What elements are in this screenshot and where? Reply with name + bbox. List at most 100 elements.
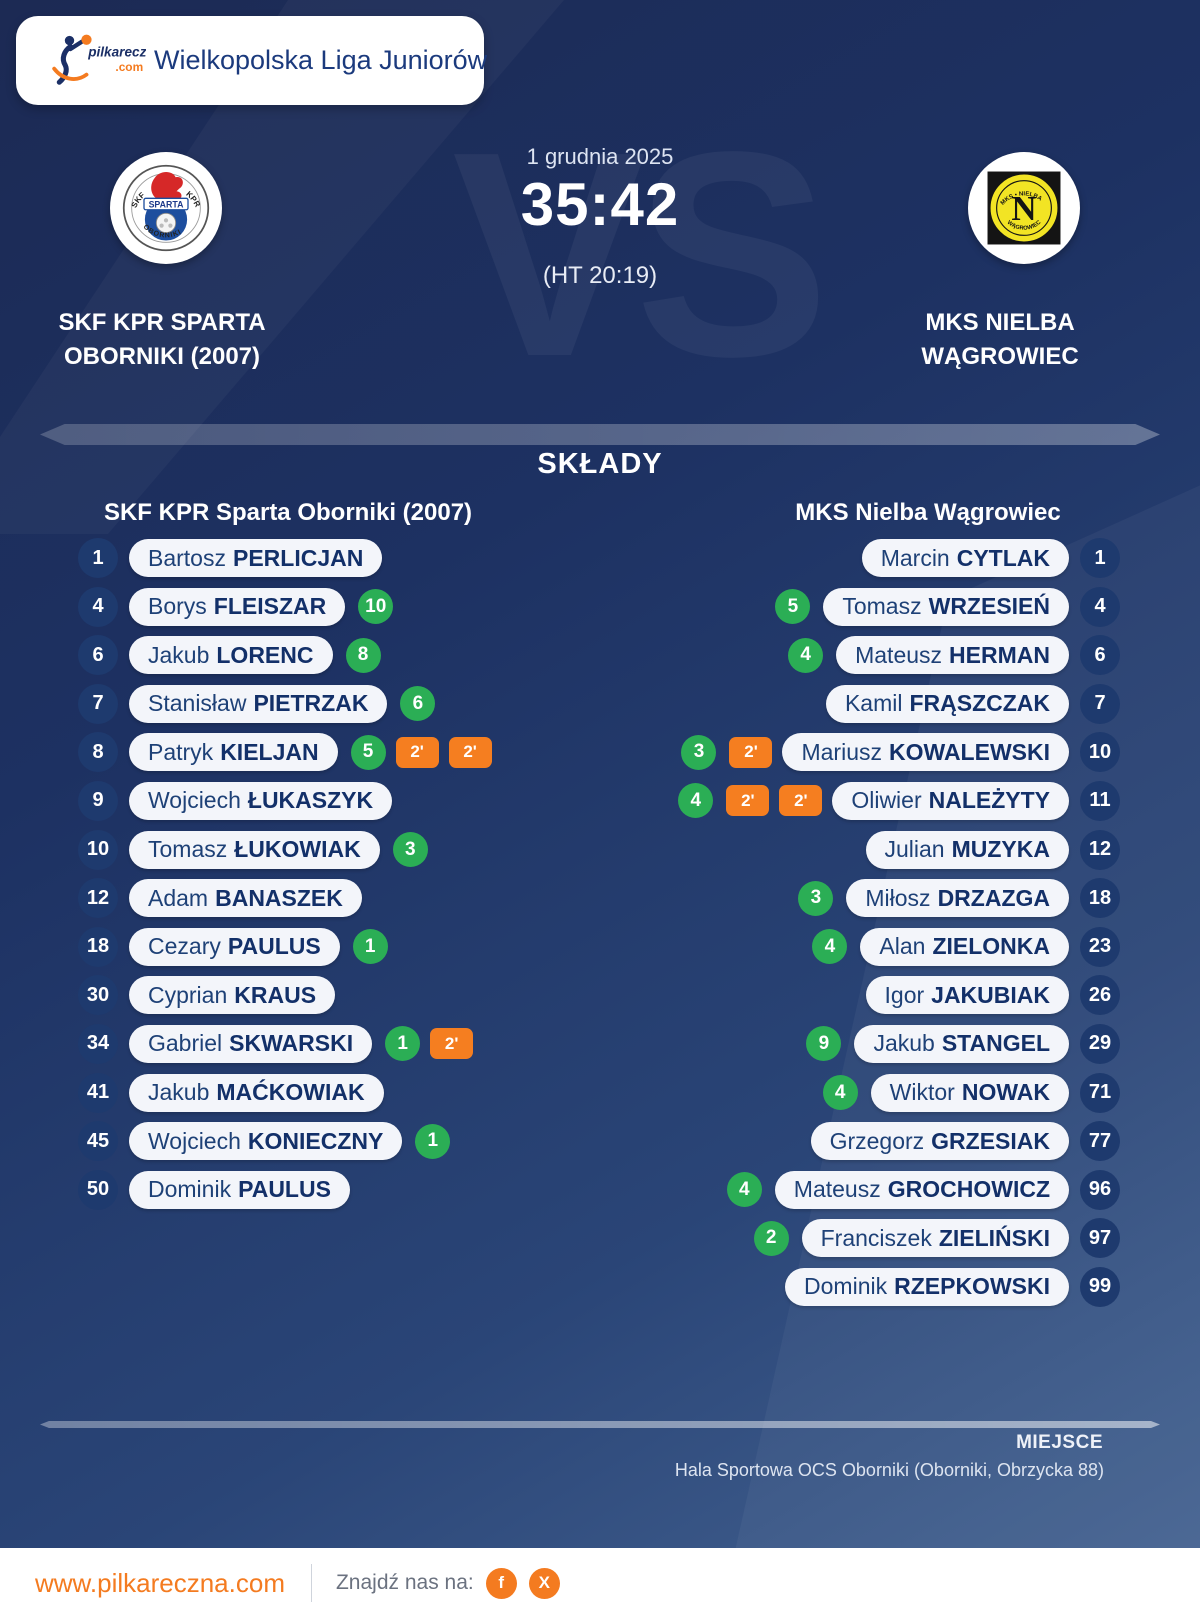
player-name-pill[interactable]: Jakub MAĆKOWIAK <box>129 1073 384 1112</box>
player-row: 45 Wojciech KONIECZNY 1 <box>78 1121 451 1162</box>
player-first-name: Alan <box>879 933 926 960</box>
player-name-pill[interactable]: Gabriel SKWARSKI <box>129 1024 373 1063</box>
player-row: Grzegorz GRZESIAK 77 <box>810 1121 1120 1162</box>
player-name-pill[interactable]: Alan ZIELONKA <box>860 927 1069 966</box>
goals-badge: 3 <box>798 880 834 916</box>
player-name-pill[interactable]: Mariusz KOWALEWSKI <box>782 733 1069 772</box>
player-name-pill[interactable]: Oliwier NALEŻYTY <box>832 781 1069 820</box>
player-name-pill[interactable]: Julian MUZYKA <box>865 830 1069 869</box>
player-first-name: Kamil <box>844 690 903 717</box>
goals-badge: 5 <box>350 734 386 770</box>
player-row: 30 Cyprian KRAUS <box>78 975 336 1016</box>
x-twitter-icon[interactable]: X <box>528 1567 560 1599</box>
player-name-pill[interactable]: Tomasz ŁUKOWIAK <box>129 830 380 869</box>
logo-name-text: pilkareczna <box>87 44 146 59</box>
player-name-pill[interactable]: Wojciech KONIECZNY <box>129 1122 403 1161</box>
player-last-name: HERMAN <box>949 641 1050 668</box>
lineups-section-title: SKŁADY <box>537 448 663 480</box>
player-last-name: FLEISZAR <box>213 593 327 620</box>
player-number: 23 <box>1080 926 1120 967</box>
footer-bar: www.pilkareczna.com Znajdź nas na: f X <box>0 1548 1200 1618</box>
player-number: 96 <box>1080 1169 1120 1210</box>
player-first-name: Tomasz <box>842 593 922 620</box>
player-row: Igor JAKUBIAK 26 <box>865 975 1120 1016</box>
player-row: 50 Dominik PAULUS <box>78 1169 350 1210</box>
goals-badge: 1 <box>415 1123 451 1159</box>
player-number: 7 <box>78 683 118 724</box>
goals-badge: 3 <box>392 832 428 868</box>
player-name-pill[interactable]: Dominik RZEPKOWSKI <box>785 1267 1069 1306</box>
player-name-pill[interactable]: Jakub STANGEL <box>854 1024 1069 1063</box>
player-name-pill[interactable]: Bartosz PERLICJAN <box>129 539 383 577</box>
player-first-name: Jakub <box>148 641 210 668</box>
player-name-pill[interactable]: Wiktor NOWAK <box>870 1073 1069 1112</box>
away-team-badge-icon: N MKS • NIELBA WĄGROWIEC <box>987 171 1061 245</box>
website-link[interactable]: www.pilkareczna.com <box>35 1567 285 1598</box>
player-name-pill[interactable]: Franciszek ZIELIŃSKI <box>801 1219 1069 1258</box>
player-row: 18 Cezary PAULUS 1 <box>78 926 388 967</box>
player-last-name: NALEŻYTY <box>928 787 1050 814</box>
suspension-badge: 2' <box>448 736 492 768</box>
match-halftime-score: (HT 20:19) <box>542 262 658 289</box>
player-number: 41 <box>78 1072 118 1113</box>
player-first-name: Dominik <box>804 1273 888 1300</box>
player-last-name: SKWARSKI <box>229 1030 354 1057</box>
player-last-name: ŁUKOWIAK <box>234 836 361 863</box>
player-number: 77 <box>1080 1121 1120 1162</box>
player-number: 45 <box>78 1121 118 1162</box>
player-row: 41 Jakub MAĆKOWIAK <box>78 1072 384 1113</box>
player-name-pill[interactable]: Marcin CYTLAK <box>861 539 1069 577</box>
player-first-name: Marcin <box>880 544 950 571</box>
player-row: 4 Mateusz GROCHOWICZ 96 <box>726 1169 1120 1210</box>
player-name-pill[interactable]: Borys FLEISZAR <box>129 587 346 626</box>
player-name-pill[interactable]: Kamil FRĄSZCZAK <box>825 684 1069 723</box>
player-number: 4 <box>78 586 118 627</box>
goals-badge: 5 <box>775 589 811 625</box>
player-number: 97 <box>1080 1218 1120 1259</box>
player-last-name: PAULUS <box>238 1176 331 1203</box>
player-number: 18 <box>78 926 118 967</box>
player-first-name: Mateusz <box>793 1176 881 1203</box>
player-first-name: Bartosz <box>148 544 226 571</box>
player-first-name: Grzegorz <box>829 1127 925 1154</box>
player-row: Marcin CYTLAK 1 <box>861 538 1120 578</box>
player-name-pill[interactable]: Wojciech ŁUKASZYK <box>129 781 393 820</box>
player-name-pill[interactable]: Cyprian KRAUS <box>129 976 336 1015</box>
player-last-name: ZIELONKA <box>932 933 1050 960</box>
player-name-pill[interactable]: Stanisław PIETRZAK <box>129 684 388 723</box>
player-name-pill[interactable]: Miłosz DRZAZGA <box>846 879 1069 918</box>
player-last-name: LORENC <box>216 641 314 668</box>
player-name-pill[interactable]: Cezary PAULUS <box>129 927 340 966</box>
logo-tld-text: .com <box>115 60 143 74</box>
player-last-name: GRZESIAK <box>931 1127 1050 1154</box>
player-row: 6 Jakub LORENC 8 <box>78 635 381 676</box>
player-number: 12 <box>1080 829 1120 870</box>
player-name-pill[interactable]: Adam BANASZEK <box>129 879 362 918</box>
player-number: 8 <box>78 732 118 773</box>
player-row: 9 Jakub STANGEL 29 <box>806 1023 1120 1064</box>
player-last-name: FRĄSZCZAK <box>909 690 1050 717</box>
league-title: Wielkopolska Liga Juniorów <box>154 45 488 75</box>
player-last-name: WRZESIEŃ <box>928 593 1050 620</box>
goals-badge: 4 <box>726 1172 762 1208</box>
player-row: 2 Franciszek ZIELIŃSKI 97 <box>753 1218 1120 1259</box>
player-number: 30 <box>78 975 118 1016</box>
home-team-name-line1: SKF KPR SPARTA <box>58 309 266 336</box>
player-name-pill[interactable]: Jakub LORENC <box>129 636 333 675</box>
player-name-pill[interactable]: Dominik PAULUS <box>129 1170 350 1209</box>
away-team-name-line2: WĄGROWIEC <box>921 343 1079 370</box>
player-name-pill[interactable]: Mateusz HERMAN <box>836 636 1069 675</box>
player-name-pill[interactable]: Tomasz WRZESIEŃ <box>823 587 1069 626</box>
goals-badge: 3 <box>681 734 717 770</box>
player-name-pill[interactable]: Grzegorz GRZESIAK <box>810 1122 1069 1161</box>
facebook-icon[interactable]: f <box>485 1567 517 1599</box>
player-name-pill[interactable]: Patryk KIELJAN <box>129 733 338 772</box>
player-row: 4 2' 2' Oliwier NALEŻYTY 11 <box>678 780 1120 821</box>
player-first-name: Jakub <box>148 1079 210 1106</box>
player-name-pill[interactable]: Igor JAKUBIAK <box>865 976 1069 1015</box>
player-last-name: BANASZEK <box>215 884 343 911</box>
player-number: 34 <box>78 1023 118 1064</box>
player-row: 12 Adam BANASZEK <box>78 878 362 919</box>
player-name-pill[interactable]: Mateusz GROCHOWICZ <box>774 1170 1069 1209</box>
player-first-name: Cyprian <box>148 981 228 1008</box>
